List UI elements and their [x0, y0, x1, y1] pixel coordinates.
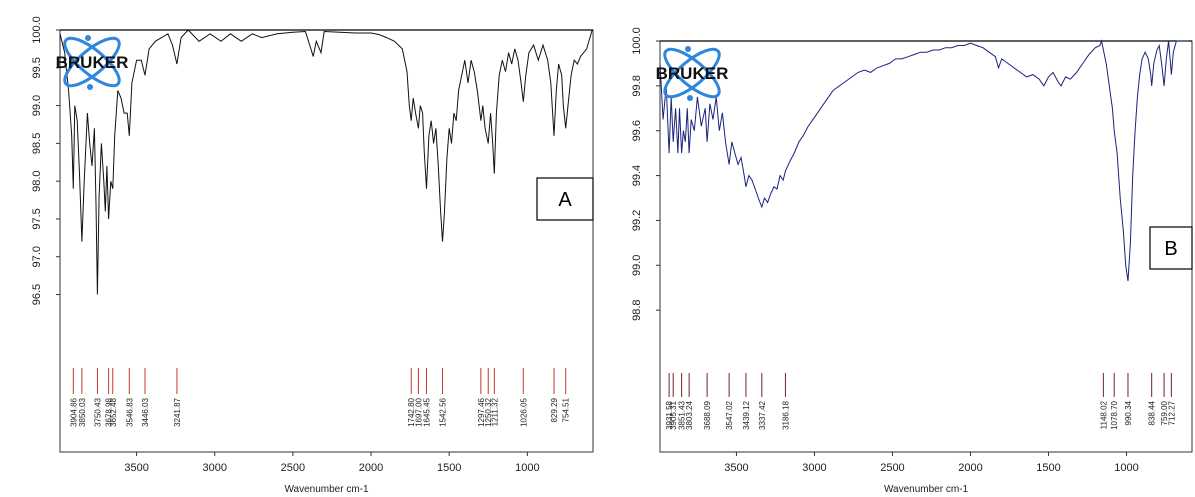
x-tick-label: 2500	[880, 462, 904, 474]
peak-label: 3547.02	[725, 400, 734, 429]
y-tick-label: 99.6	[631, 120, 643, 141]
y-tick-label: 99.4	[631, 165, 643, 186]
x-tick-label: 3500	[724, 462, 748, 474]
panel-label: A	[558, 189, 572, 211]
logo-orbit-2	[663, 47, 721, 99]
x-tick-label: 3000	[802, 462, 826, 474]
y-tick-label: 98.5	[31, 133, 43, 154]
peak-label: 712.27	[1167, 400, 1176, 425]
peak-label: 3803.24	[685, 400, 694, 429]
peak-label: 829.29	[550, 397, 559, 422]
peak-label: 3337.42	[758, 400, 767, 429]
panel-label: B	[1164, 238, 1177, 260]
y-tick-label: 100.0	[631, 27, 643, 55]
y-tick-label: 99.8	[631, 75, 643, 96]
y-tick-label: 98.8	[631, 299, 643, 320]
peak-label: 3851.43	[678, 400, 687, 429]
logo-text: BRUKER	[656, 64, 729, 83]
logo-orbit-1	[63, 36, 121, 88]
peak-label: 1542.56	[439, 397, 448, 426]
peak-label: 990.34	[1124, 400, 1133, 425]
panel-label-box	[1149, 226, 1193, 270]
y-tick-label: 99.0	[31, 95, 43, 116]
peak-label: 3186.18	[781, 400, 790, 429]
x-tick-label: 1000	[1114, 462, 1138, 474]
bruker-logo: BRUKER	[56, 35, 129, 90]
x-tick-label: 3000	[202, 462, 226, 474]
logo-dot-1	[685, 46, 691, 52]
y-tick-label: 96.5	[31, 284, 43, 305]
spectrum-line	[659, 39, 1189, 282]
peak-label: 1250.32	[484, 397, 493, 426]
peak-label: 3850.03	[78, 397, 87, 426]
logo-orbit-1	[663, 47, 721, 99]
peak-label: 1742.80	[407, 397, 416, 426]
logo-text: BRUKER	[56, 53, 129, 72]
logo-dot-2	[87, 84, 93, 90]
peak-label: 3546.83	[125, 397, 134, 426]
peak-label: 3652.48	[109, 397, 118, 426]
peak-label: 3688.09	[703, 400, 712, 429]
plot-frame	[59, 29, 594, 453]
y-tick-label: 99.5	[31, 57, 43, 78]
plot-frame	[659, 40, 1193, 453]
panel-label-box	[536, 177, 594, 221]
x-tick-label: 2000	[958, 462, 982, 474]
peak-label: 759.00	[1160, 400, 1169, 425]
x-tick-label: 3500	[124, 462, 148, 474]
peak-label: 3241.87	[173, 397, 182, 426]
peak-label: 1078.70	[1110, 400, 1119, 429]
peak-label: 838.44	[1148, 400, 1157, 425]
y-tick-label: 99.0	[631, 255, 643, 276]
spectrum-panel-a: 96.5 97.0 97.5 98.0 98.5 99.0 99.5 100.0 3500 300…	[31, 16, 594, 495]
logo-dot-2	[687, 95, 693, 101]
peak-label: 1211.32	[490, 397, 499, 426]
spectrum-panel-b: 98.8 99.0 99.2 99.4 99.6 99.8 100.0 3500 3000 250…	[631, 27, 1193, 495]
x-tick-label: 1500	[437, 462, 461, 474]
x-tick-label: 1500	[1036, 462, 1060, 474]
peak-label: 3439.12	[742, 400, 751, 429]
bruker-logo: BRUKER	[656, 46, 729, 101]
peak-label: 1026.05	[519, 397, 528, 426]
y-tick-label: 98.0	[31, 170, 43, 191]
peak-label: 754.51	[562, 397, 571, 422]
peak-label: 3904.86	[69, 397, 78, 426]
x-tick-label: 2000	[359, 462, 383, 474]
peak-label: 3905.31	[669, 400, 678, 429]
logo-dot-1	[85, 35, 91, 41]
x-tick-label: 1000	[515, 462, 539, 474]
peak-label: 1645.45	[422, 397, 431, 426]
y-tick-label: 97.5	[31, 208, 43, 229]
peak-label: 1297.46	[477, 397, 486, 426]
peak-label: 3678.98	[105, 397, 114, 426]
peak-label: 3750.43	[93, 397, 102, 426]
peak-label: 1148.02	[1099, 400, 1108, 429]
peak-label: 1697.00	[414, 397, 423, 426]
x-tick-label: 2500	[281, 462, 305, 474]
spectrum-line	[59, 29, 593, 295]
x-axis-title: Wavenumber cm-1	[284, 484, 369, 495]
y-tick-label: 97.0	[31, 246, 43, 267]
y-tick-label: 100.0	[31, 16, 43, 44]
peak-label: 3446.03	[141, 397, 150, 426]
logo-orbit-2	[63, 36, 121, 88]
x-axis-title: Wavenumber cm-1	[884, 484, 969, 495]
y-tick-label: 99.2	[631, 210, 643, 231]
peak-label: 3931.58	[665, 400, 674, 429]
